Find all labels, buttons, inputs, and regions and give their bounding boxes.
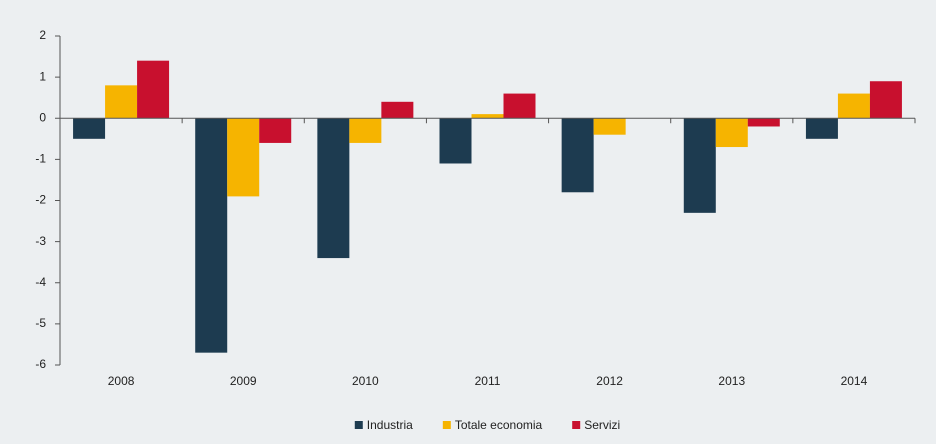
legend-label: Servizi [584,418,620,432]
bar [747,118,780,127]
legend-label: Industria [367,418,413,432]
bar [195,118,228,353]
x-tick-label: 2008 [108,374,135,388]
x-tick-label: 2012 [596,374,623,388]
x-tick-label: 2014 [841,374,868,388]
bar [869,81,902,119]
bar [439,118,472,164]
x-tick-label: 2011 [475,374,501,388]
y-tick-label: -4 [35,275,46,289]
y-tick-label: -1 [35,152,46,166]
y-tick-label: -5 [35,316,46,330]
bar [381,101,414,119]
y-tick-label: -3 [35,234,46,248]
bar [349,118,382,143]
bar [837,93,870,119]
y-tick-label: -6 [35,357,46,371]
x-tick-label: 2013 [718,374,745,388]
bar [137,60,170,119]
bar [805,118,838,139]
bar [561,118,594,193]
y-tick-label: 2 [39,28,46,42]
bar [73,118,106,139]
legend-swatch [572,421,581,429]
legend-swatch [442,421,451,429]
legend: Industria Totale economia Servizi [354,418,620,432]
bar [683,118,716,213]
y-tick-label: -2 [35,193,46,207]
bar [503,93,536,119]
bar [105,85,138,119]
legend-swatch [354,421,363,429]
bar [715,118,748,148]
legend-label: Totale economia [455,418,543,432]
y-tick-label: 0 [39,110,46,124]
y-tick-label: 1 [39,69,46,83]
bar [593,118,626,135]
bar [317,118,350,259]
bar [227,118,260,197]
bar [259,118,292,143]
x-tick-label: 2009 [230,374,257,388]
x-tick-label: 2010 [352,374,379,388]
bar [471,114,504,119]
